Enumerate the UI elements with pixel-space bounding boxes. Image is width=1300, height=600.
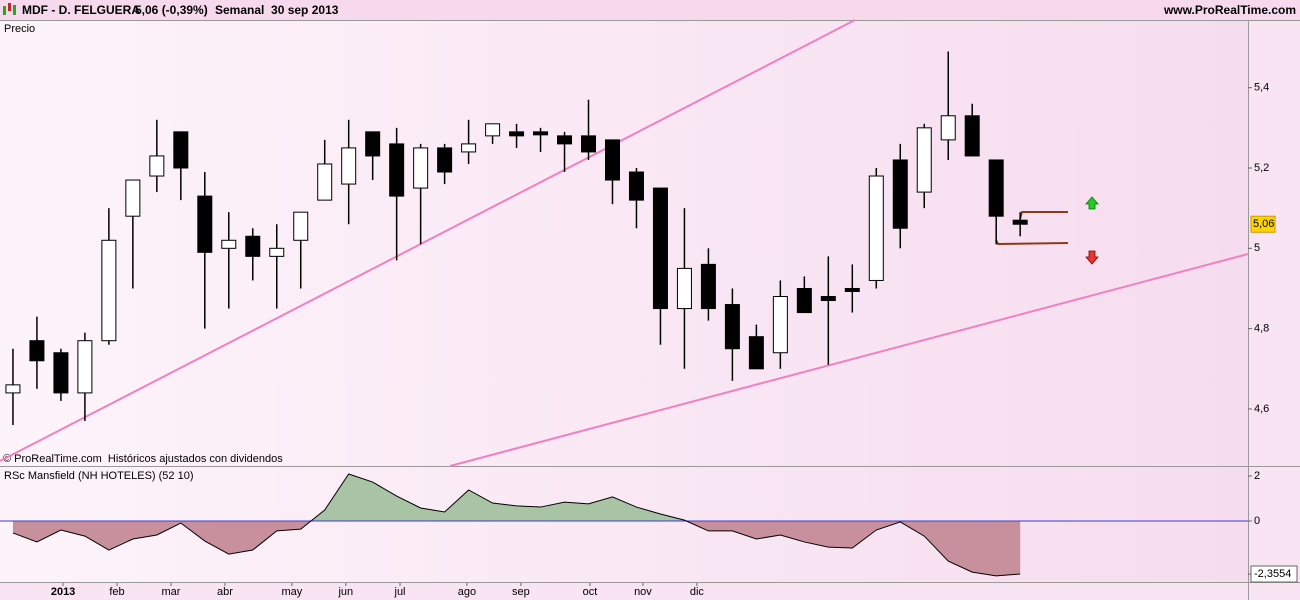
candle-body: [916, 127, 932, 193]
candle-body: [437, 147, 453, 173]
candle-body: [221, 239, 237, 249]
candle-body: [101, 239, 117, 342]
candle-body: [676, 267, 692, 310]
ticker: MDF - D. FELGUERA: [22, 3, 140, 17]
candle-body: [988, 159, 1004, 217]
y-tick-label: -2,3554: [1254, 568, 1291, 580]
last-price-box: [1250, 215, 1276, 233]
candle-body: [748, 336, 764, 370]
chart-icon: [3, 3, 16, 15]
area-above: [310, 473, 687, 522]
candle-body: [844, 287, 860, 292]
last-value-box: [1250, 565, 1298, 583]
down-arrow: [1085, 250, 1099, 265]
candle-body: [341, 147, 357, 185]
candle-body: [820, 296, 836, 302]
pane-title: Precio: [4, 23, 35, 35]
x-tick-label: jun: [337, 586, 353, 598]
candle-body: [485, 123, 501, 137]
period: Semanal 30 sep 2013: [215, 3, 339, 17]
candle-body: [269, 247, 285, 257]
candle-body: [149, 155, 165, 177]
header-bar: [0, 0, 1300, 20]
candle-body: [796, 287, 812, 314]
candle-body: [317, 163, 333, 201]
x-axis-area: [0, 583, 1300, 600]
x-tick-label: jul: [394, 586, 406, 598]
candle-body: [197, 195, 213, 253]
candle-body: [173, 131, 189, 169]
candle-body: [940, 115, 956, 141]
x-tick-label: 2013: [51, 586, 75, 598]
candle-body: [581, 135, 597, 153]
x-tick-label: ago: [458, 586, 476, 598]
quote: 5,06 (-0,39%): [135, 3, 208, 17]
y-axis-area: [1249, 21, 1300, 582]
candle-body: [557, 135, 573, 145]
candle-body: [628, 171, 644, 201]
x-tick-label: dic: [690, 586, 705, 598]
candle-body: [652, 187, 668, 310]
candle-body: [724, 304, 740, 350]
candle-body: [509, 131, 525, 137]
candle-body: [365, 131, 381, 157]
y-tick-label: 4,8: [1254, 323, 1269, 335]
candle-body: [772, 296, 788, 354]
y-tick-label: 2: [1254, 470, 1260, 482]
footer-note: © ProRealTime.com Históricos ajustados c…: [3, 453, 283, 465]
x-tick-label: nov: [634, 586, 652, 598]
x-tick-label: oct: [583, 586, 598, 598]
y-tick-label: 0: [1254, 515, 1260, 527]
candle-body: [293, 211, 309, 241]
x-tick-label: sep: [512, 586, 530, 598]
area-below: [12, 521, 1021, 576]
x-tick-label: may: [281, 586, 302, 598]
candle-body: [125, 179, 141, 217]
candle-body: [1012, 219, 1028, 225]
candle-body: [604, 139, 620, 181]
trend-line: [0, 19, 856, 462]
candle-body: [533, 131, 549, 136]
site-link[interactable]: www.ProRealTime.com: [1163, 3, 1296, 17]
y-tick-label: 5,2: [1254, 162, 1269, 174]
candle-body: [461, 143, 477, 153]
candle-body: [892, 159, 908, 229]
x-tick-label: feb: [109, 586, 124, 598]
up-arrow: [1085, 196, 1099, 210]
last-price-label: 5,06: [1253, 218, 1274, 230]
pane-title: RSc Mansfield (NH HOTELES) (52 10): [4, 470, 194, 482]
trend-line: [449, 253, 1249, 467]
candle-body: [5, 384, 21, 394]
x-tick-label: abr: [217, 586, 233, 598]
candle-body: [245, 235, 261, 257]
candle-body: [53, 352, 69, 394]
y-tick-label: 4,6: [1254, 403, 1269, 415]
x-tick-label: mar: [162, 586, 181, 598]
y-tick-label: 5: [1254, 242, 1260, 254]
candle-body: [868, 175, 884, 281]
candle-body: [964, 115, 980, 157]
candle-body: [413, 147, 429, 189]
candle-body: [700, 263, 716, 310]
indicator-line: [12, 473, 1021, 577]
candle-body: [77, 340, 93, 394]
y-tick-label: 5,4: [1254, 82, 1269, 94]
candle-body: [389, 143, 405, 197]
candle-body: [29, 340, 45, 362]
